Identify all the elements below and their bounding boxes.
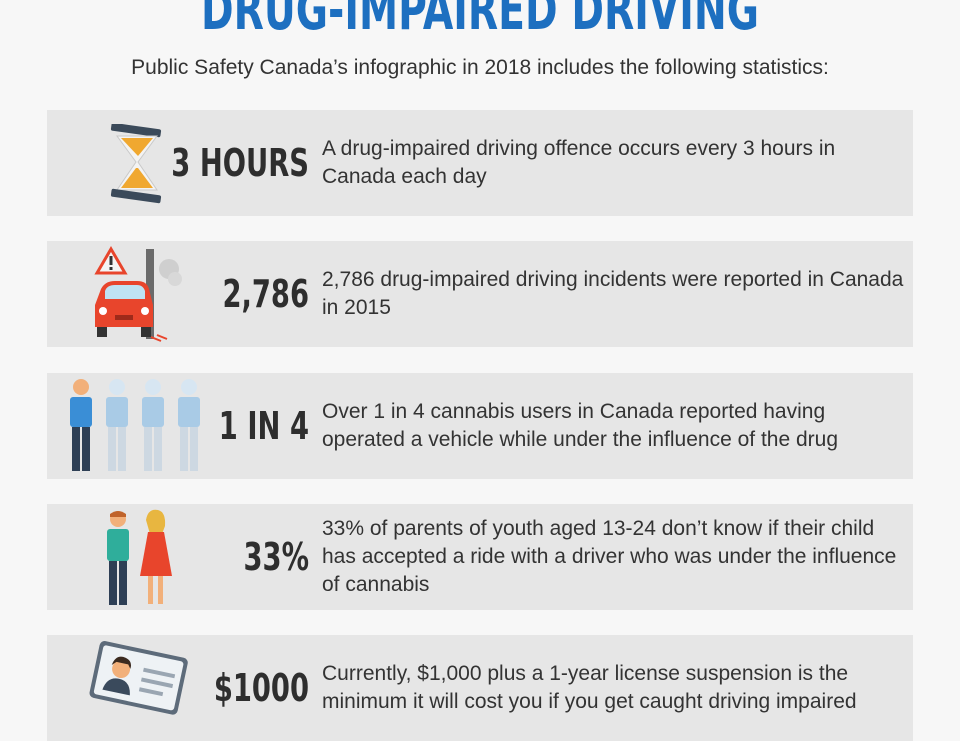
page-subtitle: Public Safety Canada’s infographic in 20… — [131, 56, 829, 79]
stat-value: 2,786 — [222, 272, 309, 316]
license-card-icon — [89, 641, 188, 715]
person-highlighted — [70, 379, 92, 471]
page-title: DRUG-IMPAIRED DRIVING — [201, 0, 759, 43]
person-faded — [106, 379, 200, 471]
stat-description: A drug-impaired driving offence occurs e… — [322, 137, 836, 188]
stat-row-hours: 3 HOURS A drug-impaired driving offence … — [47, 110, 913, 216]
stat-value: $1000 — [213, 666, 309, 710]
parents-icon — [107, 509, 172, 605]
stat-description: Over 1 in 4 cannabis users in Canada rep… — [322, 400, 839, 451]
hourglass-icon — [110, 124, 162, 204]
stat-description: 2,786 drug-impaired driving incidents we… — [322, 268, 904, 319]
people-icon — [70, 379, 200, 471]
stat-value: 3 HOURS — [171, 141, 309, 185]
stat-row-one-in-four: 1 IN 4 Over 1 in 4 cannabis users in Can… — [47, 373, 913, 479]
stat-value: 33% — [243, 535, 309, 579]
stat-row-penalty: $1000 Currently, $1,000 plus a 1-year li… — [47, 635, 913, 741]
stat-description: Currently, $1,000 plus a 1-year license … — [322, 662, 857, 713]
car-crash-icon — [94, 246, 182, 342]
stat-row-incidents: 2,786 2,786 drug-impaired driving incide… — [47, 241, 913, 347]
stat-row-parents: 33% 33% of parents of youth aged 13-24 d… — [47, 504, 913, 610]
stat-value: 1 IN 4 — [218, 404, 309, 448]
stat-description: 33% of parents of youth aged 13-24 don’t… — [322, 517, 897, 596]
